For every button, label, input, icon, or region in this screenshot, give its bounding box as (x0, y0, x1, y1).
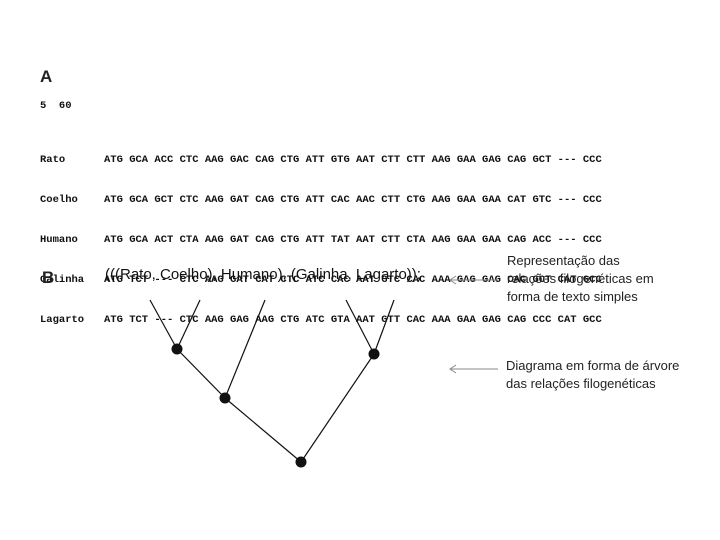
sequence-row-galinha: Galinha ATG TCT --- CTC AAG GAT CAT CTC … (40, 272, 602, 288)
node-galinha-lagarto (368, 348, 380, 360)
annotation-line: Representação das (507, 253, 620, 268)
sequence-row-humano: Humano ATG GCA ACT CTA AAG GAT CAG CTG A… (40, 232, 602, 248)
sequence-codons: ATG GCA GCT CTC AAG GAT CAG CTG ATT CAC … (104, 194, 602, 206)
sequence-row-coelho: Coelho ATG GCA GCT CTC AAG GAT CAG CTG A… (40, 192, 602, 208)
sequence-row-lagarto: Lagarto ATG TCT --- CTC AAG GAG AAG CTG … (40, 312, 602, 328)
annotation-tree-diagram: Diagrama em forma de árvore das relações… (506, 357, 706, 393)
branch-rato-coelho-ancestor (176, 348, 226, 399)
alignment-header: 5 60 (40, 100, 72, 112)
annotation-line: forma de texto simples (507, 289, 638, 304)
arrow-head-tree (449, 364, 457, 374)
branch-lagarto (373, 299, 395, 355)
sequence-name: Humano (40, 234, 78, 246)
annotation-line: Diagrama em forma de árvore (506, 358, 680, 373)
sequence-name: Rato (40, 154, 66, 166)
branch-galinha (345, 299, 375, 355)
sequence-name: Coelho (40, 194, 78, 206)
node-mammals (219, 392, 231, 404)
sequence-codons: ATG GCA ACC CTC AAG GAC CAG CTG ATT GTG … (104, 154, 602, 166)
sequence-row-rato: Rato ATG GCA ACC CTC AAG GAC CAG CTG ATT… (40, 152, 602, 168)
branch-rato (149, 299, 178, 350)
annotation-text-format: Representação das relações filogenéticas… (507, 252, 707, 306)
sequence-codons: ATG GCA ACT CTA AAG GAT CAG CTG ATT TAT … (104, 234, 602, 246)
arrow-head-newick (449, 275, 457, 285)
panel-label-a: A (40, 67, 53, 86)
branch-coelho (176, 299, 201, 350)
sequence-codons: ATG TCT --- CTC AAG GAT CAT CTC ATC CAC … (104, 274, 602, 286)
annotation-line: relações filogenéticas em (507, 271, 654, 286)
branch-reptile-ancestor (300, 353, 375, 463)
sequence-name: Lagarto (40, 314, 85, 326)
newick-string: (((Rato, Coelho), Humano), (Galinha, Lag… (105, 266, 421, 283)
branch-mammal-ancestor (224, 397, 302, 463)
sequence-alignment: Rato ATG GCA ACC CTC AAG GAC CAG CTG ATT… (40, 128, 602, 340)
panel-label-b: B (42, 268, 55, 287)
node-root (295, 456, 307, 468)
annotation-line: das relações filogenéticas (506, 376, 656, 391)
node-rato-coelho (171, 343, 183, 355)
branch-humano (224, 299, 266, 399)
sequence-name: Galinha (40, 274, 85, 286)
sequence-codons: ATG TCT --- CTC AAG GAG AAG CTG ATC GTA … (104, 314, 602, 326)
